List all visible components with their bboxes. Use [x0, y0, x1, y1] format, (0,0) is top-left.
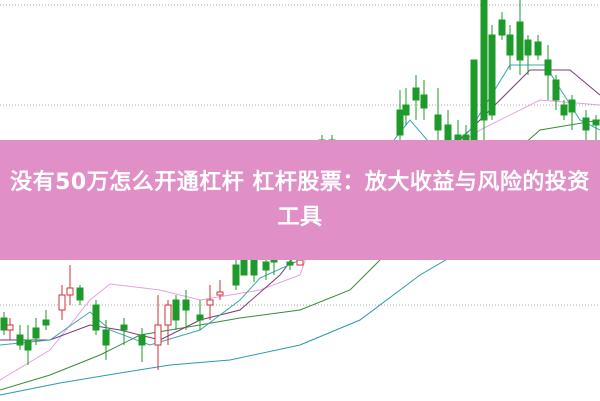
candle-body [24, 339, 32, 351]
candle-body [286, 261, 294, 266]
candle-body [102, 329, 110, 346]
candle-body [480, 0, 488, 121]
candle-body [412, 87, 420, 101]
candle-body [232, 264, 240, 286]
candle-body [154, 324, 162, 346]
candle-body [506, 34, 514, 56]
candle-body [560, 104, 568, 116]
candle-body [592, 119, 600, 126]
candle-body [534, 41, 542, 56]
candle-body [58, 294, 66, 311]
candle-body [216, 291, 224, 296]
candle-body [396, 109, 404, 136]
candle-body [16, 334, 24, 346]
candle-body [402, 104, 410, 116]
candle-body [420, 94, 428, 109]
candle-body [182, 299, 190, 311]
candle-body [296, 259, 304, 266]
candle-body [488, 34, 496, 116]
ma10-line [0, 69, 600, 341]
candle-body [568, 99, 576, 113]
candle-body [0, 317, 8, 331]
candle-body [524, 39, 532, 56]
title-banner: 没有50万怎么开通杠杆 杠杆股票：放大收益与风险的投资工具 [0, 140, 600, 260]
candle-body [470, 59, 478, 151]
candle-body [444, 124, 452, 141]
candle-body [498, 19, 506, 36]
candle-body [120, 324, 128, 331]
candle-body [172, 299, 180, 321]
candle-body [516, 21, 524, 61]
candle-body [138, 334, 146, 346]
candle-body [262, 261, 270, 271]
candle-body [544, 59, 552, 76]
candle-body [552, 79, 560, 101]
candle-body [6, 324, 14, 331]
candle-body [66, 287, 74, 296]
article-title: 没有50万怎么开通杠杆 杠杆股票：放大收益与风险的投资工具 [10, 170, 590, 230]
candle-body [76, 287, 84, 301]
candle-body [164, 304, 172, 326]
candle-body [582, 117, 590, 131]
candle-body [92, 304, 100, 331]
candle-body [196, 314, 204, 321]
candle-body [206, 299, 214, 306]
candle-body [42, 319, 50, 326]
candle-body [32, 327, 40, 339]
candle-body [434, 114, 442, 131]
